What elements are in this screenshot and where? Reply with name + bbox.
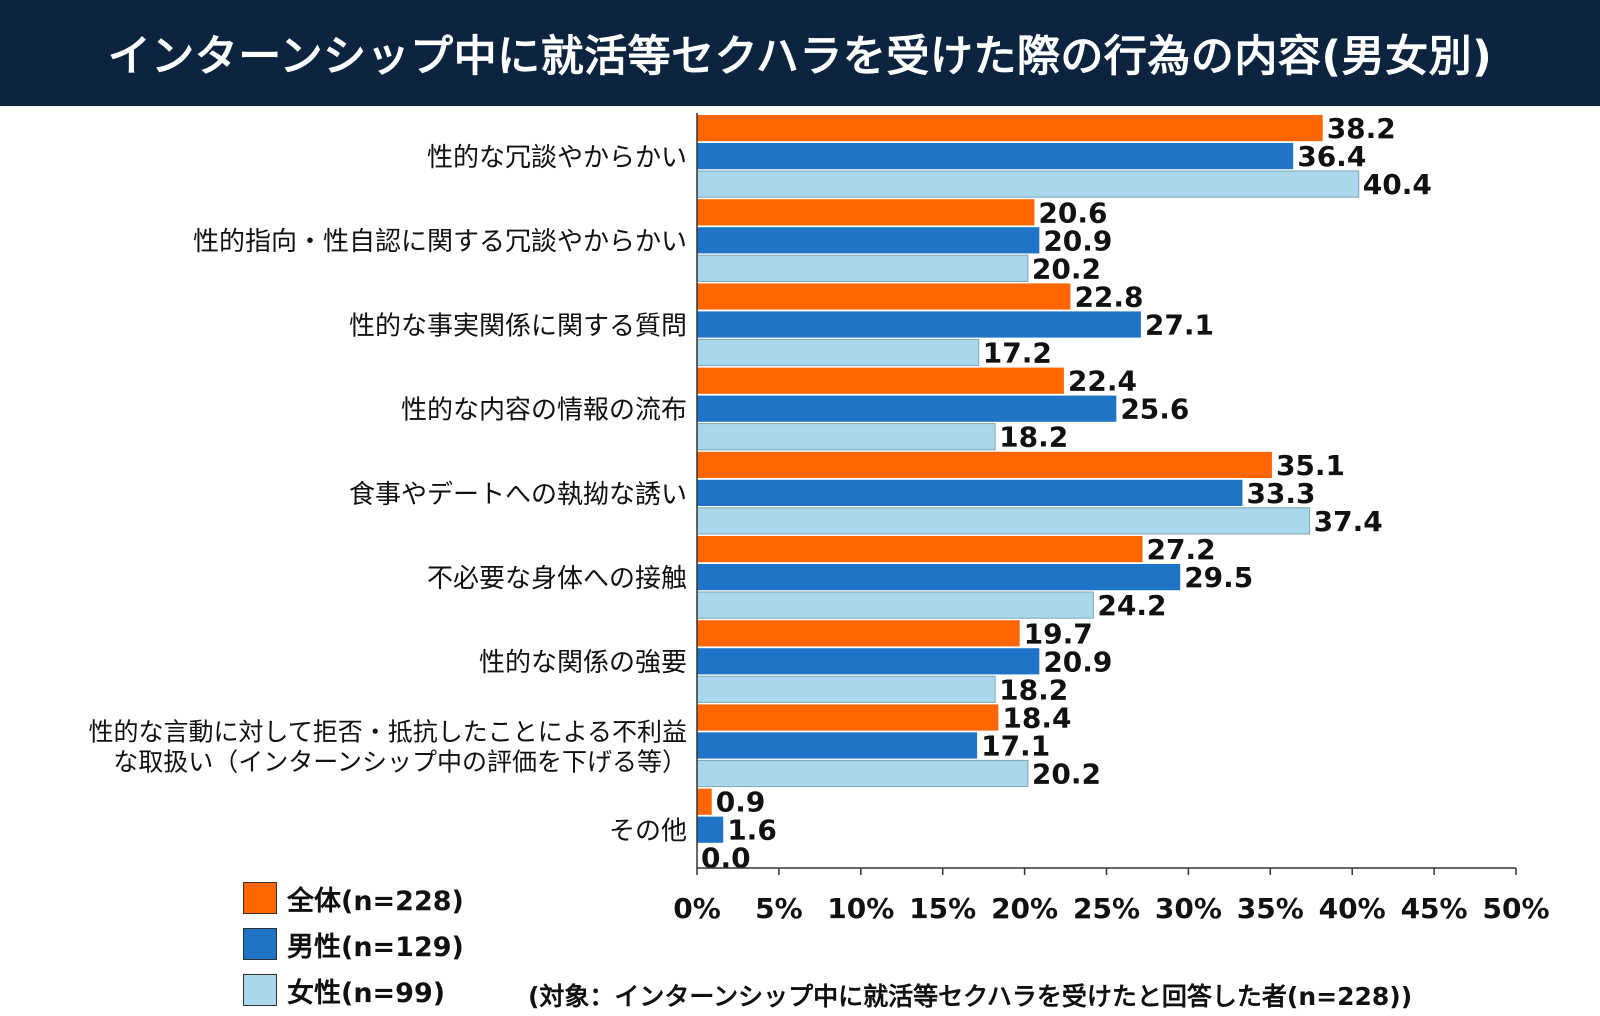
data-label-female: 24.2: [1097, 589, 1166, 622]
data-label-female: 18.2: [999, 421, 1068, 454]
bar-female: [696, 759, 1029, 788]
bar-female: [696, 507, 1311, 535]
bar-total: [697, 199, 1035, 226]
bar-male: [697, 479, 1243, 506]
data-label-male: 1.6: [727, 814, 777, 847]
data-label-total: 20.6: [1038, 196, 1107, 229]
data-label-male: 17.1: [981, 730, 1050, 763]
bar-male: [697, 816, 724, 843]
bar-female: [696, 591, 1094, 619]
bar-total: [697, 788, 712, 815]
legend-item-female: 女性(n=99): [243, 967, 464, 1013]
category-label: 性的指向・性自認に関する冗談やからかい: [193, 227, 687, 257]
data-label-male: 29.5: [1184, 561, 1253, 594]
data-label-male: 20.9: [1043, 224, 1112, 257]
data-label-total: 35.1: [1276, 449, 1345, 482]
category-label: 不必要な身体への接触: [427, 564, 687, 594]
bar-female: [696, 170, 1360, 198]
category-label: 食事やデートへの執拗な誘い: [349, 480, 687, 510]
bar-male: [697, 143, 1294, 170]
category-label: 性的な言動に対して拒否・抵抗したことによる不利益: [88, 717, 687, 746]
x-tick-label: 5%: [755, 892, 803, 925]
legend-item-male: 男性(n=129): [243, 921, 464, 967]
bar-chart: 性的な冗談やからかい 38.236.440.4 性的指向・性自認に関する冗談やからか…: [88, 112, 1549, 925]
data-label-total: 0.9: [716, 786, 766, 819]
bar-male: [697, 227, 1040, 254]
bar-total: [697, 283, 1071, 310]
category-label: 性的な関係の強要: [479, 648, 687, 678]
data-label-total: 27.2: [1147, 533, 1216, 566]
data-label-total: 38.2: [1327, 112, 1396, 145]
legend-label-female: 女性(n=99): [287, 977, 446, 1009]
bar-female: [696, 423, 996, 451]
category-label: 性的な事実関係に関する質問: [349, 311, 687, 341]
x-tick-label: 15%: [909, 892, 976, 925]
legend: 全体(n=228) 男性(n=129) 女性(n=99): [243, 875, 464, 1013]
category-label: 性的な内容の情報の流布: [401, 396, 687, 426]
data-label-total: 22.4: [1068, 365, 1137, 398]
data-label-male: 27.1: [1145, 309, 1214, 342]
data-label-female: 37.4: [1314, 505, 1383, 538]
bar-female: [696, 254, 1029, 282]
x-tick-label: 20%: [991, 892, 1058, 925]
bar-total: [697, 115, 1323, 142]
data-label-total: 18.4: [1002, 702, 1071, 735]
x-tick-label: 45%: [1401, 892, 1468, 925]
data-label-male: 25.6: [1120, 393, 1189, 426]
legend-swatch-female: [243, 974, 277, 1006]
data-label-female: 18.2: [999, 673, 1068, 706]
x-tick-label: 10%: [827, 892, 894, 925]
x-tick-label: 25%: [1073, 892, 1140, 925]
bar-total: [697, 367, 1064, 394]
legend-item-total: 全体(n=228): [243, 875, 464, 921]
data-label-male: 20.9: [1043, 645, 1112, 678]
data-label-female: 20.2: [1032, 758, 1101, 791]
data-label-female: 17.2: [983, 337, 1052, 370]
chart-title: インターンシップ中に就活等セクハラを受けた際の行為の内容(男女別): [107, 32, 1493, 82]
footnote: (対象：インターンシップ中に就活等セクハラを受けたと回答した者(n=228)): [528, 982, 1413, 1011]
x-tick-label: 30%: [1155, 892, 1222, 925]
legend-swatch-total: [243, 882, 277, 914]
data-label-total: 22.8: [1074, 281, 1143, 314]
bar-male: [697, 395, 1117, 422]
legend-label-male: 男性(n=129): [287, 931, 464, 963]
category-label: な取扱い（インターンシップ中の評価を下げる等）: [113, 747, 687, 776]
data-label-total: 19.7: [1024, 617, 1093, 650]
x-tick-label: 0%: [673, 892, 721, 925]
legend-swatch-male: [243, 928, 277, 960]
x-tick-label: 50%: [1482, 892, 1549, 925]
bar-male: [697, 564, 1181, 591]
bar-male: [697, 732, 978, 759]
category-label: 性的な冗談やからかい: [427, 143, 687, 173]
chart-title-bar: インターンシップ中に就活等セクハラを受けた際の行為の内容(男女別): [0, 0, 1600, 106]
data-label-female: 20.2: [1032, 252, 1101, 285]
bar-total: [697, 620, 1020, 647]
category-label: その他: [609, 817, 687, 847]
x-tick-label: 35%: [1237, 892, 1304, 925]
bar-male: [697, 648, 1040, 675]
bar-male: [697, 311, 1141, 338]
data-label-male: 33.3: [1246, 477, 1315, 510]
legend-label-total: 全体(n=228): [287, 885, 464, 917]
data-label-female: 0.0: [701, 842, 751, 875]
data-label-male: 36.4: [1297, 140, 1366, 173]
bar-female: [696, 675, 996, 703]
bar-total: [697, 451, 1272, 478]
bar-female: [696, 338, 980, 367]
bar-total: [697, 536, 1143, 563]
bar-total: [697, 704, 999, 731]
x-tick-label: 40%: [1319, 892, 1386, 925]
data-label-female: 40.4: [1363, 168, 1432, 201]
